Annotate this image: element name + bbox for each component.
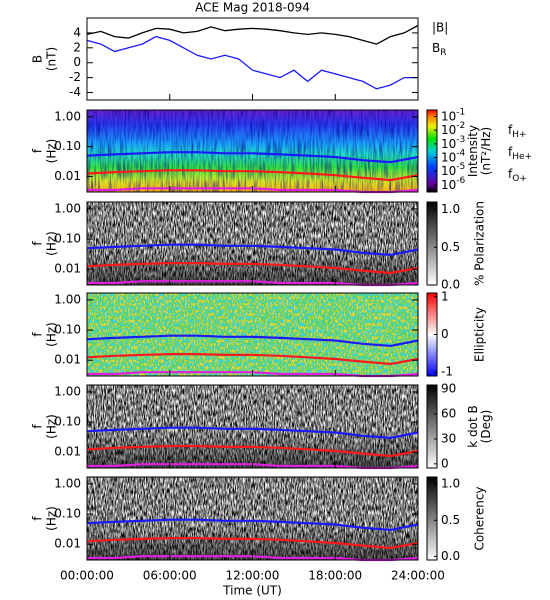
- colorbar-tick-label: 10-2: [441, 121, 465, 137]
- plot-frame: [86, 17, 419, 101]
- colorbar-label: Coherency: [473, 486, 487, 550]
- series-line: [86, 537, 419, 550]
- x-tick-label: 12:00:00: [226, 569, 280, 583]
- colorbar-label: Ellipticity: [473, 307, 487, 362]
- y-tick-label: 0: [73, 55, 81, 69]
- colorbar-tick-label: -1: [441, 365, 453, 379]
- colorbar-tick-label: 0: [441, 327, 449, 341]
- y-axis-label: f: [31, 332, 45, 337]
- series-line: [86, 262, 419, 275]
- series-line: [86, 353, 419, 366]
- y-tick-label: 1.00: [54, 476, 81, 490]
- colorbar-tick-label: 10-4: [441, 148, 466, 164]
- y-tick-label: 0.01: [54, 262, 81, 276]
- colorbar-tick-label: 90: [441, 382, 456, 396]
- y-tick-label: 2: [73, 40, 81, 54]
- y-axis-label: (Hz): [45, 506, 59, 531]
- y-axis-label: f: [31, 241, 45, 246]
- y-tick-label: 0.01: [54, 537, 81, 551]
- y-tick-label: 0.10: [54, 507, 81, 521]
- chart-title: ACE Mag 2018-094: [195, 1, 310, 15]
- y-axis-label: (Hz): [45, 231, 59, 256]
- colorbar: [426, 109, 438, 193]
- x-axis-label: Time (UT): [222, 584, 282, 598]
- y-tick-label: 0.10: [54, 232, 81, 246]
- legend-entry: fHe+: [508, 145, 532, 162]
- series-line: [86, 169, 419, 182]
- spectrogram-shade: [87, 202, 418, 285]
- x-tick-label: 24:00:00: [391, 569, 445, 583]
- colorbar-tick-label: 1: [441, 289, 449, 303]
- y-axis-label: f: [31, 516, 45, 521]
- colorbar-tick-label: 10-6: [441, 175, 466, 191]
- y-axis-label: (Hz): [45, 414, 59, 439]
- legend-entry: fH+: [508, 123, 527, 140]
- x-tick-label: 00:00:00: [60, 569, 114, 583]
- y-tick-label: -4: [69, 85, 81, 99]
- series-line: [86, 24, 419, 45]
- colorbar-tick-label: 0.0: [441, 278, 460, 292]
- x-tick-label: 06:00:00: [143, 569, 197, 583]
- y-axis-label: f: [31, 148, 45, 153]
- spectrogram-texture: [87, 110, 418, 192]
- spectrogram-texture: [87, 293, 418, 376]
- colorbar-tick-label: 30: [441, 431, 456, 445]
- colorbar-tick-label: 1.0: [441, 202, 460, 216]
- colorbar-label: (Deg): [479, 410, 493, 444]
- y-tick-label: 1.00: [54, 201, 81, 215]
- colorbar-label: % Polarization: [473, 201, 487, 286]
- series-line: [86, 243, 419, 257]
- y-tick-label: 0.10: [54, 323, 81, 337]
- colorbar-tick-label: 1.0: [441, 477, 460, 491]
- series-line: [86, 334, 419, 348]
- y-axis-label: (nT): [45, 47, 59, 71]
- colorbar-tick-label: 10-1: [441, 107, 465, 123]
- legend-entry: |B|: [432, 21, 448, 35]
- legend-entry: fO+: [508, 167, 527, 184]
- y-tick-label: 0.01: [54, 445, 81, 459]
- y-tick-label: -2: [69, 70, 81, 84]
- colorbar: [426, 201, 438, 286]
- y-tick-label: 1.00: [54, 384, 81, 398]
- y-axis-label: f: [31, 424, 45, 429]
- series-line: [86, 151, 419, 164]
- spectrogram-shade: [87, 477, 418, 560]
- colorbar-label: k dot B: [466, 405, 480, 447]
- series-line: [86, 35, 418, 90]
- legend-entry: BR: [432, 41, 447, 58]
- y-tick-label: 0.01: [54, 169, 81, 183]
- series-line: [86, 426, 419, 440]
- colorbar-tick-label: 60: [441, 407, 456, 421]
- series-line: [86, 518, 419, 532]
- colorbar-label: (nT²/Hz): [479, 127, 493, 175]
- colorbar-label: Intensity: [466, 125, 480, 177]
- y-axis-label: B: [31, 55, 45, 63]
- colorbar-tick-label: 0.0: [441, 549, 460, 563]
- y-tick-label: 0.10: [54, 415, 81, 429]
- colorbar-tick-label: 0.5: [441, 513, 460, 527]
- y-axis-label: (Hz): [45, 322, 59, 347]
- colorbar-tick-label: 0.5: [441, 240, 460, 254]
- y-axis-label: (Hz): [45, 139, 59, 164]
- colorbar-tick-label: 0: [441, 456, 449, 470]
- colorbar: [426, 384, 438, 469]
- y-tick-label: 1.00: [54, 109, 81, 123]
- x-tick-label: 18:00:00: [308, 569, 362, 583]
- spectrogram-shade: [87, 385, 418, 468]
- series-line: [86, 445, 419, 458]
- y-tick-label: 0.10: [54, 139, 81, 153]
- colorbar-tick-label: 10-3: [441, 134, 465, 150]
- y-tick-label: 1.00: [54, 292, 81, 306]
- colorbar-tick-label: 10-5: [441, 162, 465, 178]
- y-tick-label: 0.01: [54, 353, 81, 367]
- y-tick-label: 4: [73, 25, 81, 39]
- colorbar: [426, 476, 438, 561]
